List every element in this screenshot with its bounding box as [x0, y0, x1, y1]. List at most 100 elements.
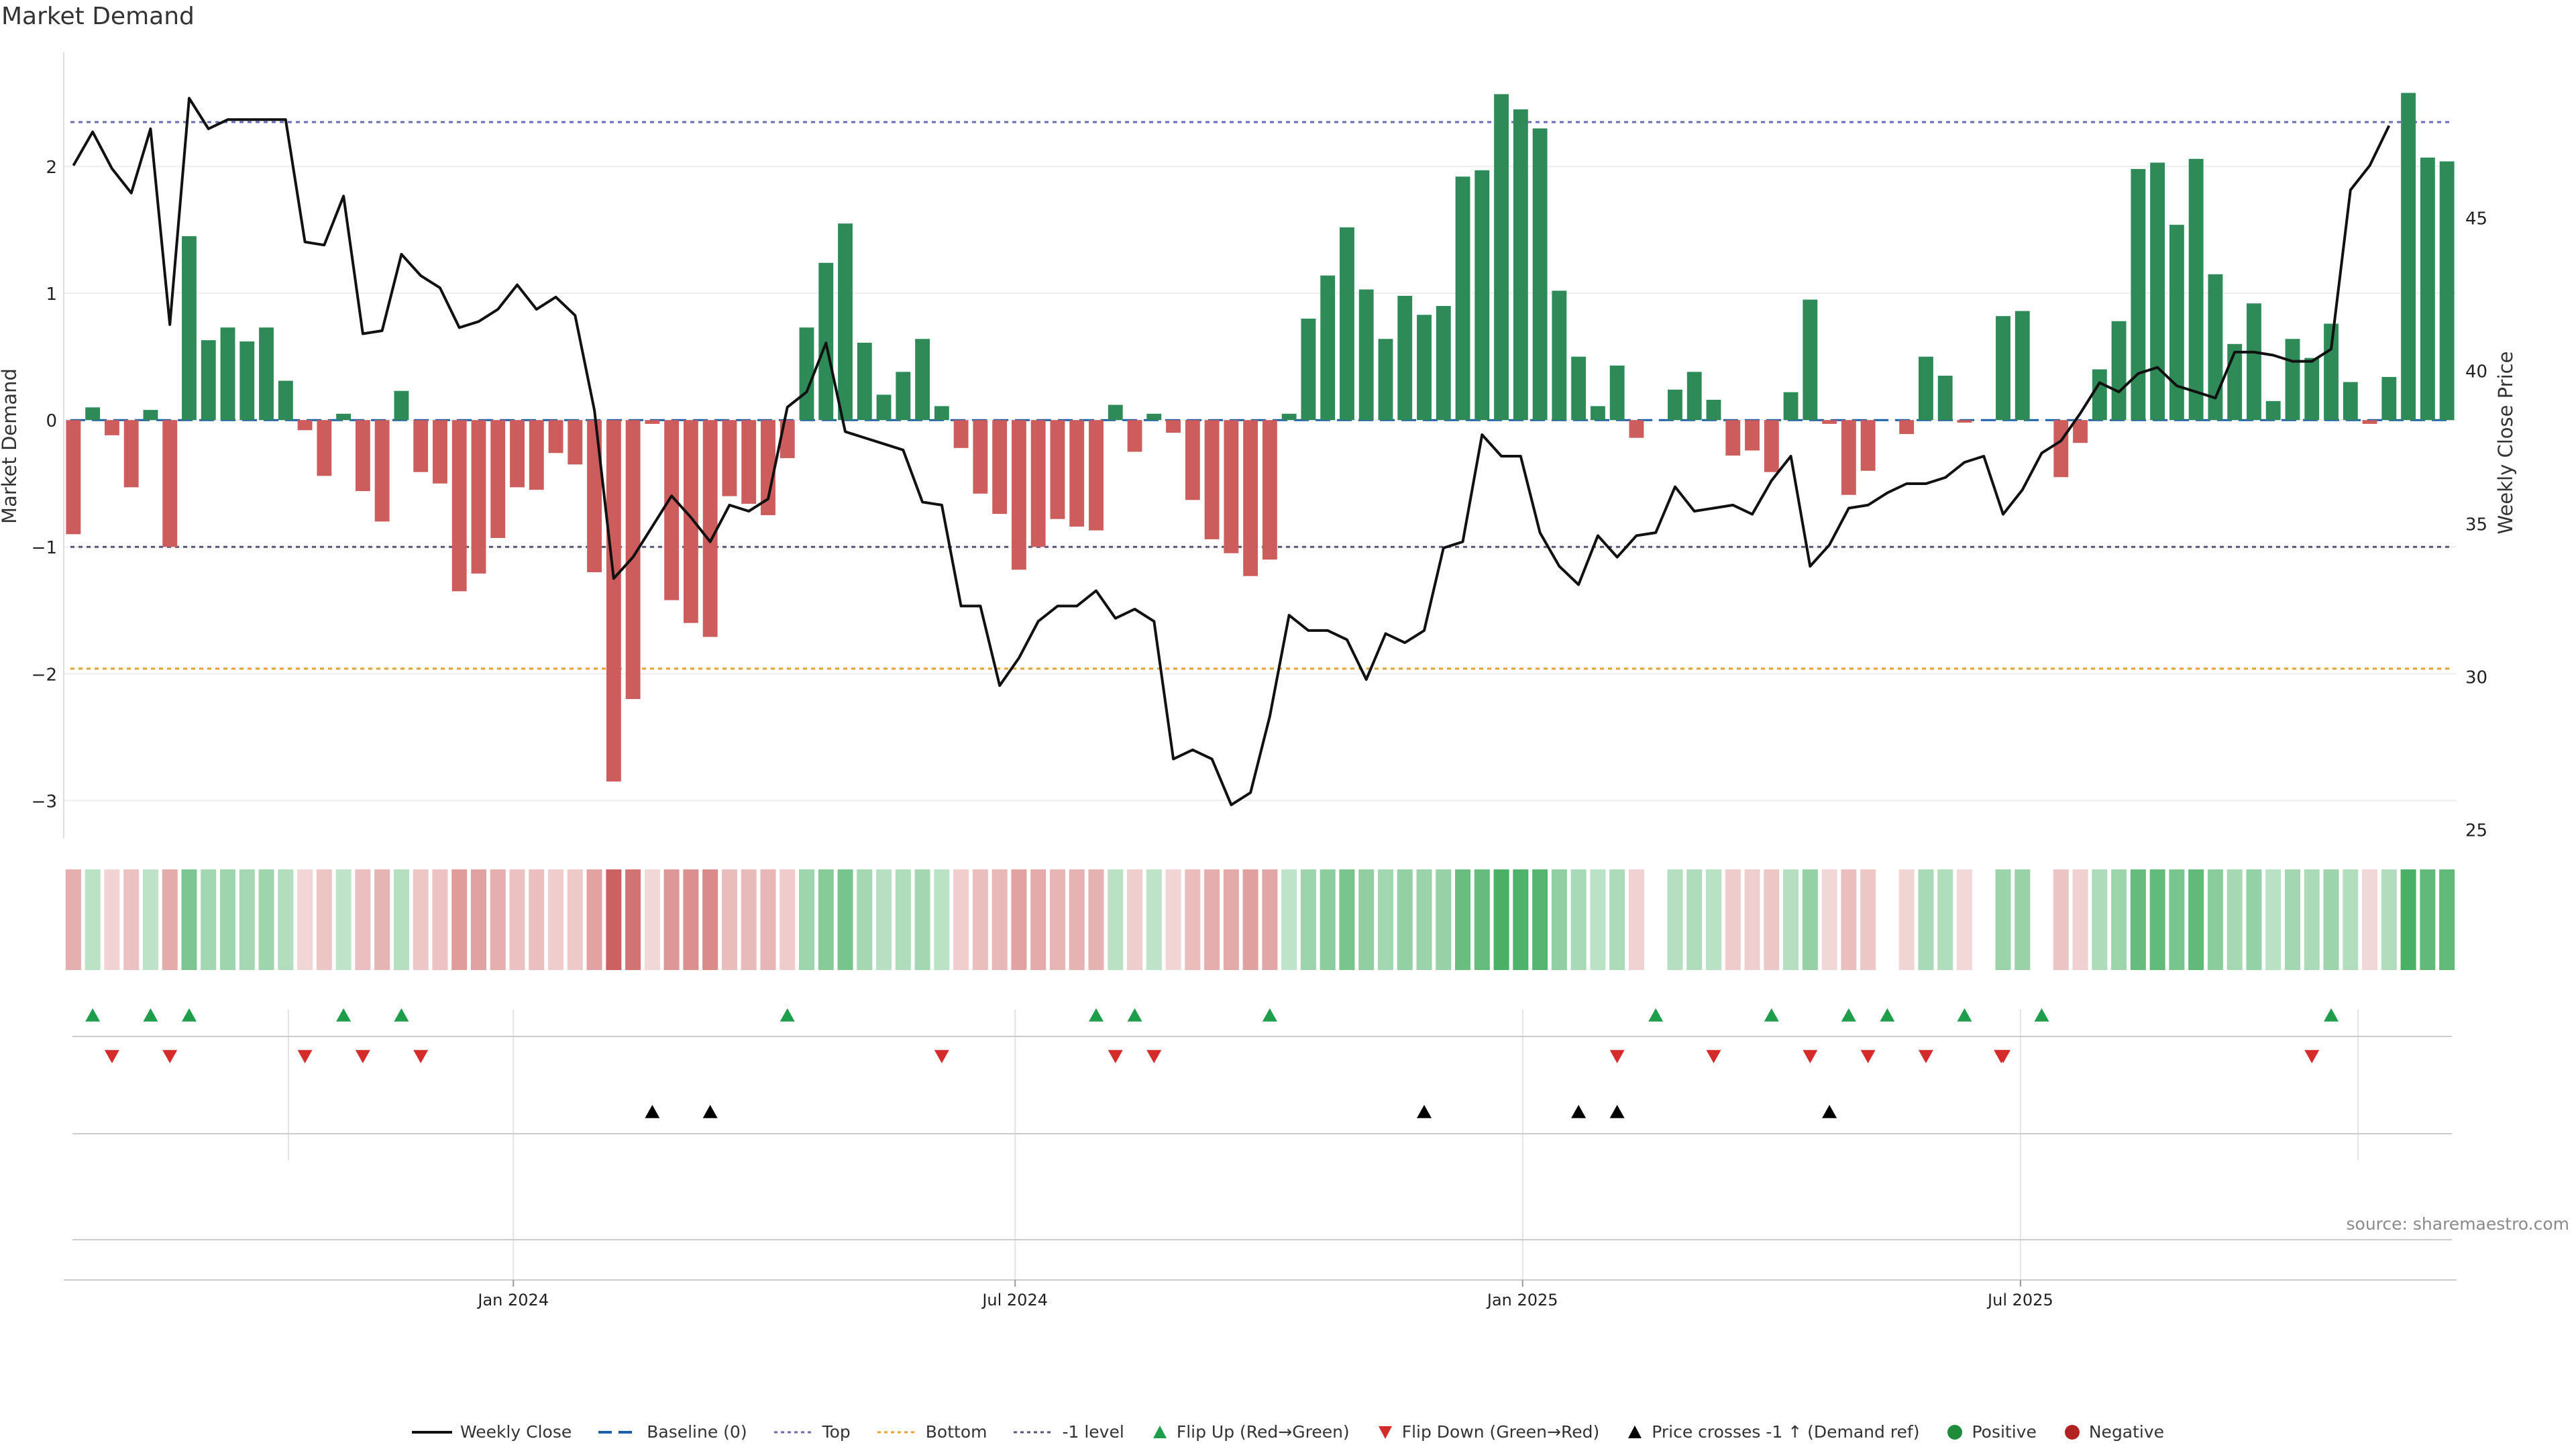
strength-cell — [741, 869, 757, 970]
strength-cell — [798, 869, 815, 970]
demand-bar — [1919, 356, 1933, 421]
strength-cell — [914, 869, 930, 970]
strength-cell — [1898, 869, 1915, 970]
demand-bar — [1011, 420, 1026, 570]
flip-up-marker — [85, 1008, 101, 1022]
flip-up-marker — [2034, 1008, 2049, 1022]
strength-cell — [1436, 869, 1452, 970]
strength-cell — [529, 869, 545, 970]
demand-bar — [510, 420, 525, 488]
strength-cell — [2169, 869, 2185, 970]
demand-bar — [2247, 303, 2261, 421]
signal-markers — [72, 1008, 2452, 1281]
demand-bar — [1899, 420, 1915, 434]
flip-down-marker — [1146, 1050, 1162, 1063]
strength-cell — [1455, 869, 1471, 970]
strength-cell — [1397, 869, 1413, 970]
strength-cell — [162, 869, 178, 970]
demand-bar — [1301, 318, 1316, 421]
demand-bar — [2131, 168, 2146, 421]
demand-bar — [1725, 420, 1741, 456]
x-tick-label: Jan 2025 — [1486, 1291, 1558, 1309]
chart-legend: Weekly Close Baseline (0) Top Bottom -1 leve… — [0, 1422, 2576, 1442]
demand-bar — [1417, 315, 1432, 421]
strength-cell — [470, 869, 486, 970]
demand-bar — [1127, 420, 1142, 452]
y-tick-label: 2 — [46, 158, 57, 178]
demand-bar — [587, 420, 602, 573]
strength-cell — [1069, 869, 1085, 970]
legend-label: Bottom — [925, 1422, 987, 1442]
strength-cell — [1339, 869, 1355, 970]
strength-cell — [2246, 869, 2262, 970]
y2-tick-label: 40 — [2465, 362, 2487, 382]
strength-cell — [606, 869, 622, 970]
demand-bar — [471, 420, 486, 574]
demand-bar — [1494, 94, 1509, 421]
strength-cell — [85, 869, 101, 970]
y-tick-label: 0 — [46, 411, 57, 431]
demand-bar — [66, 420, 81, 535]
demand-bar — [2053, 420, 2069, 478]
flip-up-marker — [2324, 1008, 2339, 1022]
strength-cell — [1358, 869, 1375, 970]
strength-cell — [123, 869, 140, 970]
y-tick-label: −2 — [32, 665, 57, 685]
strength-cell — [220, 869, 236, 970]
strength-cell — [1088, 869, 1104, 970]
strength-cell — [2053, 869, 2069, 970]
demand-bar — [1668, 389, 1682, 421]
strength-cell — [2207, 869, 2223, 970]
strength-cell — [721, 869, 737, 970]
strength-cell — [1011, 869, 1027, 970]
legend-symbol-icon — [598, 1430, 639, 1434]
flip-down-marker — [1108, 1050, 1123, 1063]
strength-cell — [702, 869, 718, 970]
demand-bar — [1957, 420, 1972, 423]
strength-cell — [2072, 869, 2088, 970]
demand-bar — [317, 420, 332, 476]
demand-bar — [934, 406, 949, 421]
flip-down-marker — [104, 1050, 119, 1063]
demand-bar — [1513, 109, 1528, 421]
strength-cell — [1609, 869, 1625, 970]
demand-bar — [2285, 339, 2300, 421]
demand-bar — [606, 420, 621, 782]
demand-bar — [529, 420, 544, 490]
demand-bar — [2381, 376, 2397, 421]
legend-label: Baseline (0) — [647, 1422, 747, 1442]
demand-bar — [2092, 369, 2107, 421]
demand-bar — [182, 236, 197, 421]
demand-bar — [104, 420, 119, 435]
strength-cell — [2015, 869, 2031, 970]
demand-bar — [645, 420, 660, 424]
flip-down-marker — [1803, 1050, 1818, 1063]
demand-bar — [973, 420, 988, 494]
flip-up-marker — [143, 1008, 158, 1022]
demand-bar — [857, 342, 872, 421]
strength-cell — [2226, 869, 2243, 970]
demand-bar — [1706, 399, 1721, 421]
flip-up-marker — [336, 1008, 352, 1022]
legend-item: Top — [773, 1422, 851, 1442]
strength-cell — [1513, 869, 1529, 970]
legend-label: Price crosses -1 ↑ (Demand ref) — [1652, 1422, 1920, 1442]
flip-up-marker — [1764, 1008, 1779, 1022]
y2-axis-label: Weekly Close Price — [2494, 352, 2517, 535]
flip-down-marker — [297, 1050, 313, 1063]
demand-bar — [702, 420, 718, 637]
demand-bar — [162, 420, 178, 547]
demand-bar — [1089, 420, 1104, 531]
strength-cell — [1783, 869, 1799, 970]
flip-up-marker — [1127, 1008, 1142, 1022]
y2-tick-label: 45 — [2465, 209, 2487, 229]
strength-cell — [65, 869, 81, 970]
legend-label: Positive — [1972, 1422, 2037, 1442]
strength-cell — [1320, 869, 1336, 970]
demand-bar — [1281, 413, 1297, 421]
legend-symbol-icon — [1628, 1425, 1642, 1438]
strength-cell — [2323, 869, 2339, 970]
demand-bar — [355, 420, 370, 492]
strength-cell — [2304, 869, 2320, 970]
y-tick-label: 1 — [46, 284, 57, 305]
